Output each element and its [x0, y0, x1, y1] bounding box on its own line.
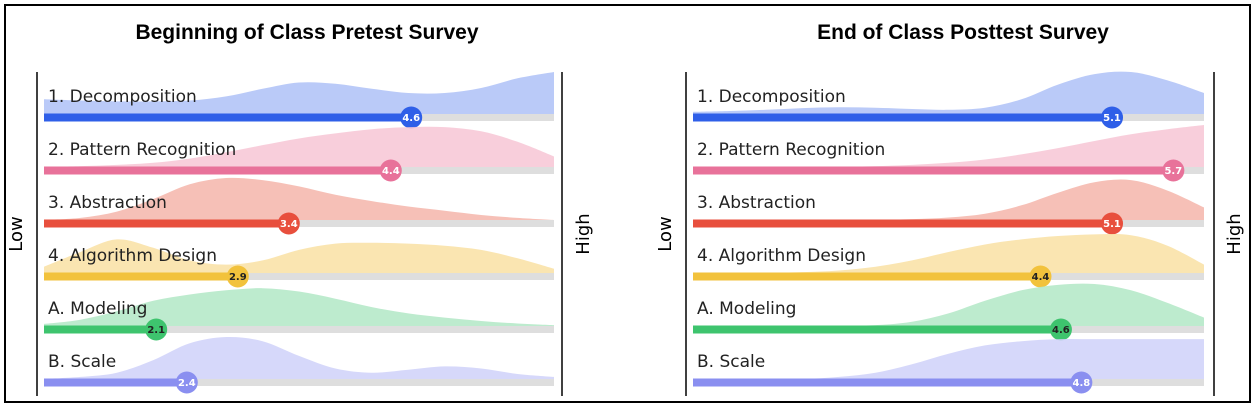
value-label: 4.6: [1052, 325, 1070, 336]
row-label: 1. Decomposition: [697, 87, 846, 107]
value-marker: [277, 212, 300, 235]
value-bar: [44, 272, 238, 281]
survey-row: B. Scale 2.4: [44, 336, 554, 394]
value-bar: [44, 219, 289, 228]
density-curve: [44, 239, 554, 273]
density-curve: [44, 126, 554, 167]
survey-row: 2. Pattern Recognition 5.7: [693, 125, 1204, 182]
value-bar: [44, 325, 157, 334]
bar-track: [44, 379, 554, 386]
value-marker: [175, 371, 198, 394]
value-bar: [44, 113, 412, 122]
row-label: 1. Decomposition: [48, 87, 197, 107]
chart-panel-1: Beginning of Class Pretest Survey 1. Deco…: [6, 21, 594, 396]
density-curve: [44, 288, 554, 326]
value-bar: [44, 378, 187, 387]
panel-title: Beginning of Class Pretest Survey: [135, 21, 478, 44]
value-label: 5.1: [1103, 219, 1121, 230]
value-marker: [400, 106, 423, 129]
value-bar: [693, 325, 1061, 334]
survey-chart: Beginning of Class Pretest Survey 1. Deco…: [6, 21, 1245, 396]
row-label: 4. Algorithm Design: [697, 246, 866, 266]
value-label: 4.4: [382, 166, 400, 177]
row-label: 3. Abstraction: [697, 193, 816, 213]
survey-row: 2. Pattern Recognition 4.4: [44, 126, 554, 182]
value-label: 5.7: [1164, 166, 1182, 177]
density-curve: [693, 71, 1204, 114]
survey-row: 4. Algorithm Design 2.9: [44, 239, 554, 288]
value-bar: [693, 219, 1113, 228]
survey-row: 4. Algorithm Design 4.4: [693, 234, 1204, 288]
survey-row: B. Scale 4.8: [693, 338, 1204, 394]
value-bar: [693, 166, 1174, 175]
density-curve: [693, 179, 1204, 221]
survey-row: 1. Decomposition 5.1: [693, 71, 1204, 129]
value-marker: [1049, 318, 1072, 341]
value-label: 5.1: [1103, 113, 1121, 124]
bar-track: [44, 273, 554, 280]
row-label: 2. Pattern Recognition: [48, 140, 236, 160]
value-marker: [1070, 371, 1093, 394]
value-marker: [1101, 212, 1124, 235]
value-bar: [693, 272, 1041, 281]
row-label: A. Modeling: [48, 299, 147, 319]
value-label: 4.4: [1032, 272, 1050, 283]
chart-panel-2: End of Class Posttest Survey 1. Decomposi…: [655, 21, 1245, 396]
value-label: 3.4: [280, 219, 298, 230]
value-marker: [226, 265, 249, 288]
value-marker: [1162, 159, 1185, 182]
density-curve: [693, 283, 1204, 327]
low-label: Low: [6, 216, 27, 251]
value-bar: [693, 378, 1082, 387]
density-curve: [44, 72, 554, 114]
survey-row: 3. Abstraction 3.4: [44, 177, 554, 235]
high-label: High: [1224, 213, 1245, 254]
density-curve: [693, 338, 1204, 380]
survey-row: 1. Decomposition 4.6: [44, 72, 554, 129]
value-marker: [379, 159, 402, 182]
row-label: B. Scale: [697, 352, 765, 372]
row-label: A. Modeling: [697, 299, 796, 319]
bar-track: [44, 326, 554, 333]
density-curve: [693, 125, 1204, 168]
high-label: High: [573, 213, 594, 254]
value-marker: [1029, 265, 1052, 288]
row-label: 2. Pattern Recognition: [697, 140, 885, 160]
panel-title: End of Class Posttest Survey: [817, 21, 1109, 44]
value-label: 2.9: [229, 272, 247, 283]
value-bar: [44, 166, 391, 175]
density-curve: [693, 234, 1204, 274]
row-label: 4. Algorithm Design: [48, 246, 217, 266]
figure-frame: Beginning of Class Pretest Survey 1. Deco…: [4, 4, 1251, 403]
value-label: 4.6: [402, 113, 420, 124]
value-label: 2.1: [147, 325, 165, 336]
density-curve: [44, 336, 554, 379]
row-label: 3. Abstraction: [48, 193, 167, 213]
value-label: 2.4: [178, 378, 196, 389]
low-label: Low: [655, 216, 676, 251]
value-marker: [1101, 106, 1124, 129]
value-label: 4.8: [1073, 378, 1091, 389]
row-label: B. Scale: [48, 352, 116, 372]
density-curve: [44, 177, 554, 220]
survey-row: A. Modeling 4.6: [693, 283, 1204, 341]
survey-row: 3. Abstraction 5.1: [693, 179, 1204, 235]
value-bar: [693, 113, 1113, 122]
value-marker: [145, 318, 168, 341]
